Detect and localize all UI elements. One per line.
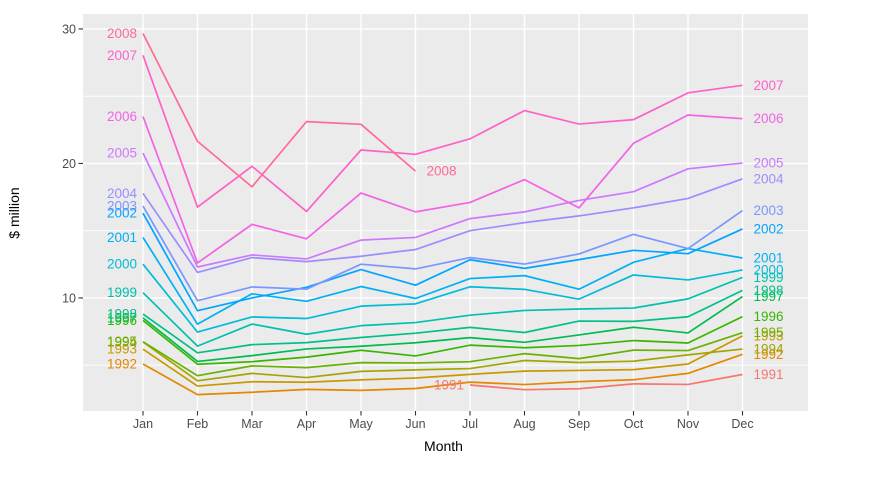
series-line-2006 (142, 114, 743, 264)
year-label-2008-end: 2008 (427, 164, 457, 179)
year-label-1991-start: 1991 (434, 377, 464, 392)
year-label-2008-start: 2008 (107, 26, 137, 41)
year-label-2005-end: 2005 (754, 156, 784, 171)
year-label-2000-end: 2000 (754, 262, 784, 277)
year-label-1995-end: 1995 (754, 325, 784, 340)
series-line-1998 (142, 289, 743, 354)
x-tick-label-May: May (349, 417, 373, 431)
series-line-2005 (142, 152, 743, 268)
year-label-2004-end: 2004 (754, 171, 785, 186)
year-label-1992-end: 1992 (754, 347, 784, 362)
year-label-1997-end: 1997 (754, 289, 784, 304)
year-label-2005-start: 2005 (107, 145, 137, 160)
x-tick-label-Jul: Jul (462, 417, 478, 431)
x-tick-label-Dec: Dec (731, 417, 753, 431)
x-tick-label-Jan: Jan (133, 417, 153, 431)
x-tick-label-Feb: Feb (187, 417, 209, 431)
series-line-2008 (142, 33, 417, 188)
series-line-1994 (142, 341, 743, 382)
x-tick-label-Jun: Jun (405, 417, 425, 431)
year-label-2003-start: 2003 (107, 199, 137, 214)
y-tick-label-20: 20 (62, 157, 76, 171)
series-line-2001 (142, 236, 743, 326)
year-label-2003-end: 2003 (754, 203, 784, 218)
year-label-2002-start: 2002 (107, 206, 137, 221)
year-label-2000-start: 2000 (107, 257, 137, 272)
year-label-1992-start: 1992 (107, 356, 137, 371)
series-line-1991 (469, 373, 743, 391)
year-label-2006-start: 2006 (107, 109, 137, 124)
series-line-2007 (142, 55, 743, 213)
series-line-2003 (142, 205, 743, 302)
year-label-2007-end: 2007 (754, 78, 784, 93)
year-label-1999-end: 1999 (754, 270, 784, 285)
year-label-1994-end: 1994 (754, 342, 785, 357)
series-line-1993 (142, 335, 743, 387)
year-label-2007-start: 2007 (107, 48, 137, 63)
year-label-2004-start: 2004 (107, 186, 138, 201)
year-label-1998-start: 1998 (107, 307, 137, 322)
year-label-2001-start: 2001 (107, 230, 137, 245)
year-label-1996-end: 1996 (754, 309, 784, 324)
axis-tick-marks (78, 28, 744, 416)
year-label-2002-end: 2002 (754, 221, 784, 236)
year-label-1993-end: 1993 (754, 328, 784, 343)
x-tick-label-Sep: Sep (568, 417, 590, 431)
year-label-1997-start: 1997 (107, 310, 137, 325)
x-tick-label-Aug: Aug (513, 417, 535, 431)
axis-tick-labels: 10 20 30 Jan Feb Mar Apr May Jun Jul Aug Sep Oct Nov D… (62, 22, 754, 431)
year-label-1993-start: 1993 (107, 342, 137, 357)
series-line-1999 (142, 276, 743, 347)
series-line-1992 (142, 353, 743, 396)
year-label-1994-start: 1994 (107, 334, 138, 349)
x-tick-label-Oct: Oct (624, 417, 644, 431)
plot-panel (83, 14, 808, 411)
year-label-1998-end: 1998 (754, 283, 784, 298)
y-tick-label-10: 10 (62, 291, 76, 305)
series-line-2004 (142, 177, 743, 274)
y-axis-title: $ million (6, 187, 22, 239)
series-line-1997 (142, 295, 743, 363)
year-label-2006-end: 2006 (754, 111, 784, 126)
year-label-1999-start: 1999 (107, 285, 137, 300)
minor-gridlines (83, 95, 808, 366)
year-series-lines (142, 33, 743, 396)
y-tick-label-30: 30 (62, 22, 76, 36)
x-axis-title: Month (424, 438, 463, 454)
x-tick-label-Apr: Apr (297, 417, 316, 431)
series-line-2000 (142, 263, 743, 333)
year-label-2001-end: 2001 (754, 251, 784, 266)
year-label-1996-start: 1996 (107, 313, 137, 328)
series-line-1996 (142, 315, 743, 366)
series-line-1995 (142, 331, 743, 377)
series-line-2002 (142, 212, 743, 312)
year-label-1995-start: 1995 (107, 334, 137, 349)
year-label-1991-end: 1991 (754, 367, 784, 382)
x-tick-label-Nov: Nov (677, 417, 700, 431)
x-tick-label-Mar: Mar (241, 417, 263, 431)
